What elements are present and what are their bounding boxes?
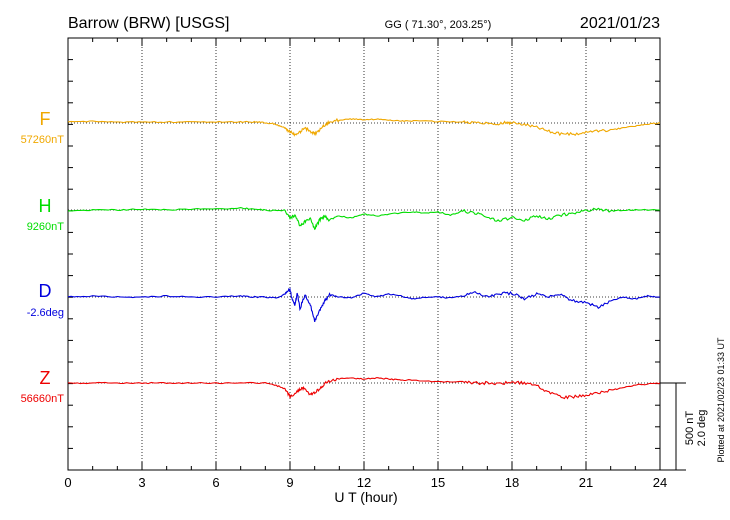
series-name-H: H — [39, 196, 52, 216]
scale-bar-deg-label: 2.0 deg — [696, 410, 708, 447]
x-tick-label: 3 — [138, 475, 145, 490]
series-baseline-F: 57260nT — [21, 134, 65, 146]
series-group — [67, 117, 661, 400]
plotted-note: Plotted at 2021/02/23 01:33 UT — [716, 337, 726, 463]
station-title: Barrow (BRW) [USGS] — [68, 15, 230, 32]
date-label: 2021/01/23 — [580, 15, 660, 32]
series-line-H — [68, 207, 660, 231]
x-tick-label: 24 — [653, 475, 667, 490]
x-tick-label: 9 — [286, 475, 293, 490]
series-labels: F 57260nT H 9260nT D -2.6deg Z 56660nT — [21, 109, 65, 405]
series-name-Z: Z — [40, 368, 51, 388]
x-tick-label: 18 — [505, 475, 519, 490]
series-line-D — [67, 287, 661, 323]
series-line-F — [67, 117, 661, 137]
series-baseline-D: -2.6deg — [27, 307, 64, 319]
x-axis-label: U T (hour) — [334, 489, 397, 505]
x-tick-label: 0 — [64, 475, 71, 490]
coordinates-label: GG ( 71.30°, 203.25°) — [385, 19, 492, 31]
series-name-F: F — [40, 109, 51, 129]
x-tick-labels: 0 3 6 9 12 15 18 21 24 — [64, 475, 667, 490]
axis-ticks — [67, 38, 661, 470]
x-tick-label: 6 — [212, 475, 219, 490]
scale-bar-nt-label: 500 nT — [684, 411, 696, 446]
series-baseline-H: 9260nT — [27, 221, 65, 233]
series-baseline-Z: 56660nT — [21, 393, 65, 405]
series-line-Z — [67, 377, 661, 400]
x-tick-label: 15 — [431, 475, 445, 490]
x-tick-label: 21 — [579, 475, 593, 490]
x-tick-label: 12 — [357, 475, 371, 490]
scale-bar: 500 nT 2.0 deg — [660, 382, 708, 471]
grid-lines — [68, 38, 660, 470]
series-name-D: D — [39, 281, 52, 301]
